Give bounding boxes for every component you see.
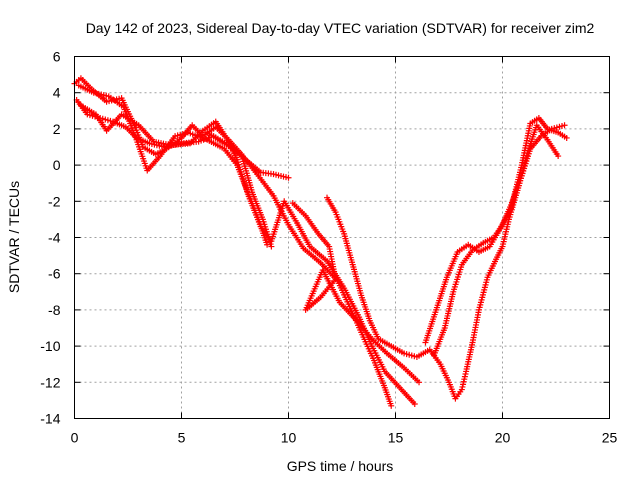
data-point-marker — [555, 153, 562, 160]
y-tick-label: -10 — [40, 338, 60, 354]
x-tick-label: 0 — [71, 430, 79, 446]
data-series-group — [71, 75, 570, 409]
y-tick-label: -8 — [48, 302, 61, 318]
satellite-track-6 — [289, 200, 423, 386]
y-tick-label: -4 — [48, 230, 61, 246]
y-tick-label: -6 — [48, 266, 61, 282]
x-axis-label: GPS time / hours — [287, 458, 394, 474]
satellite-track-5 — [204, 129, 395, 409]
data-point-marker — [388, 402, 395, 409]
y-tick-label: -2 — [48, 193, 61, 209]
y-tick-label: 6 — [53, 49, 61, 65]
y-tick-label: -12 — [40, 374, 60, 390]
x-tick-label: 10 — [281, 430, 297, 446]
y-tick-label: 0 — [53, 157, 61, 173]
data-point-marker — [264, 241, 271, 248]
x-tick-label: 20 — [495, 430, 511, 446]
y-tick-label: -14 — [40, 411, 60, 427]
satellite-track-9 — [422, 115, 570, 346]
chart-title: Day 142 of 2023, Sidereal Day-to-day VTE… — [86, 20, 595, 36]
x-tick-label: 5 — [178, 430, 186, 446]
data-point-marker — [411, 401, 418, 408]
data-point-marker — [563, 134, 570, 141]
y-tick-label: 2 — [53, 121, 61, 137]
data-point-marker — [285, 174, 292, 181]
data-point-marker — [561, 122, 568, 129]
data-point-marker — [268, 243, 275, 250]
x-tick-label: 25 — [602, 430, 618, 446]
data-point-marker — [416, 379, 423, 386]
axis-ticks: 0 5 10 15 20 25 -14 -12 -10 -8 -6 -4 -2 0 2 4 6 — [40, 49, 617, 446]
x-tick-label: 15 — [388, 430, 404, 446]
y-axis-label: SDTVAR / TECUs — [6, 181, 22, 293]
y-tick-label: 4 — [53, 85, 61, 101]
